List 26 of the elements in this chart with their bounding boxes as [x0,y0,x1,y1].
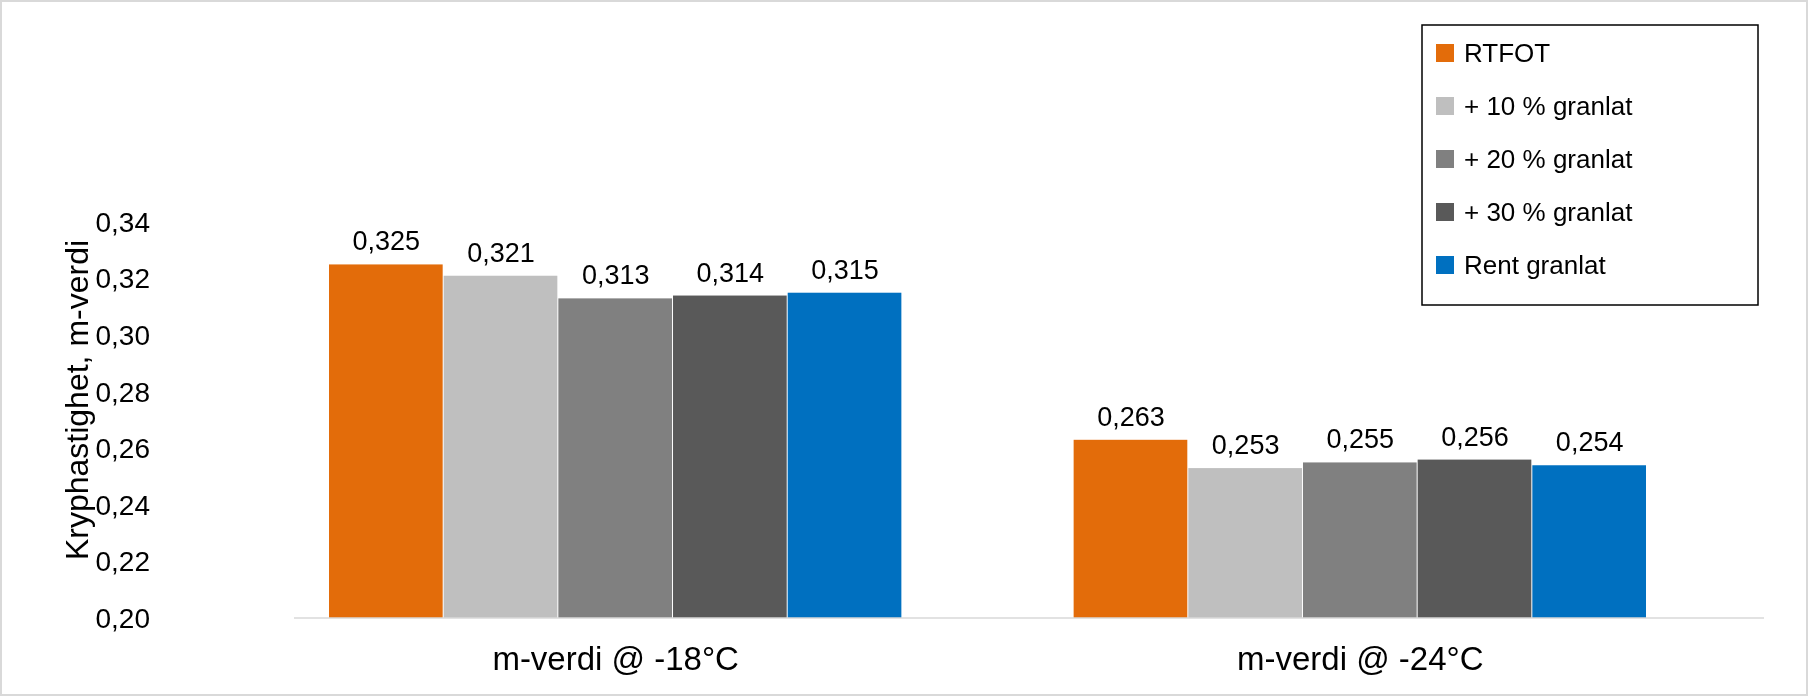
data-label: 0,254 [1555,427,1624,458]
data-label: 0,325 [352,226,421,257]
y-axis-title: Kryphastighet, m-verdi [59,239,95,561]
legend-label: + 30 % granlat [1464,197,1634,228]
legend-label: RTFOT [1464,38,1551,69]
data-label: 0,253 [1211,430,1280,461]
x-tick-label: m-verdi @ -24°C [1237,640,1484,677]
y-tick-label: 0,22 [95,546,150,578]
data-label: 0,263 [1097,401,1165,432]
y-tick-label: 0,24 [95,489,150,521]
legend-label: + 20 % granlat [1464,144,1634,175]
legend-label: Rent granlat [1464,250,1607,281]
data-label: 0,321 [467,237,535,268]
y-tick-label: 0,20 [95,602,150,634]
data-label: 0,255 [1326,424,1395,455]
x-tick-label: m-verdi @ -18°C [492,640,739,677]
data-label: 0,256 [1441,421,1509,452]
y-tick-label: 0,30 [95,319,150,351]
y-tick-label: 0,32 [95,263,150,295]
data-label: 0,314 [696,257,765,288]
y-tick-label: 0,28 [95,376,150,408]
y-tick-label: 0,26 [95,433,150,465]
data-label: 0,315 [811,254,879,285]
legend-label: + 10 % granlat [1464,91,1634,122]
data-label: 0,313 [581,260,650,291]
y-tick-label: 0,34 [95,206,150,238]
